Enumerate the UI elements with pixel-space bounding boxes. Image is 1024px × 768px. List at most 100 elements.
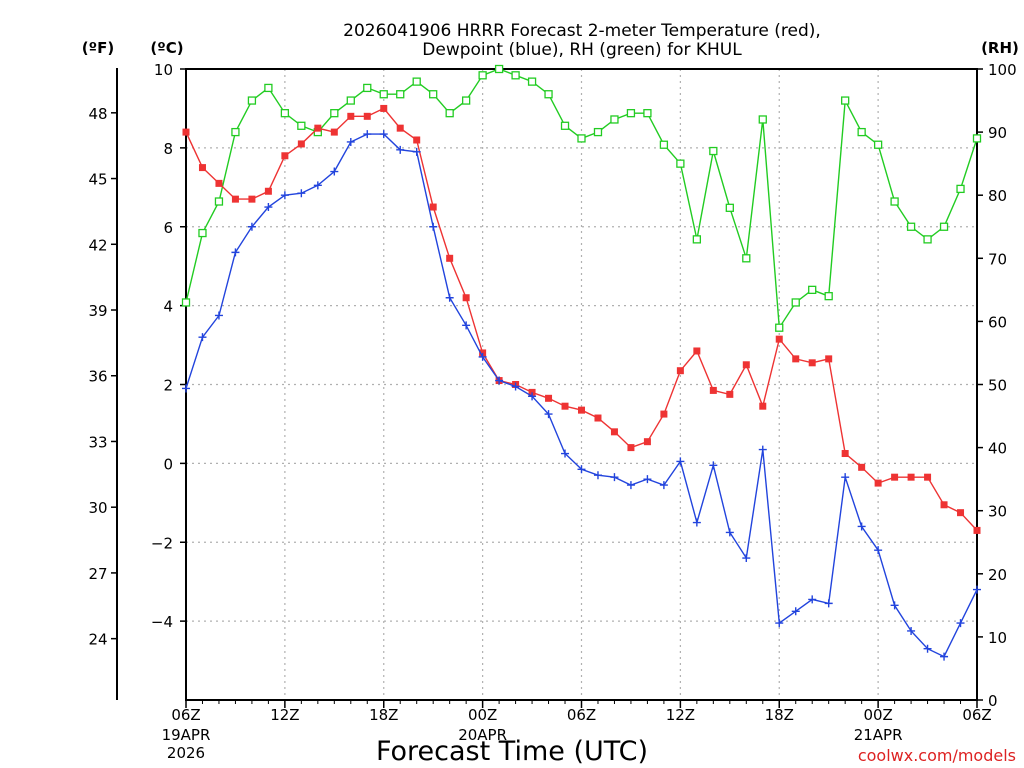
temperature-point [676,367,684,375]
dewpoint-point [379,130,388,139]
fahrenheit-tick-label: 30 [88,499,107,517]
rh-tick-label: 0 [988,692,998,710]
time-tick-label: 06Z [962,706,991,724]
temperature-point [446,254,454,262]
rh-point [511,71,520,80]
celsius-unit-label: (ºC) [150,39,183,57]
rh-point [527,77,537,86]
rh-point [461,96,471,105]
rh-unit-label: (RH) [981,39,1019,57]
rh-point [873,140,883,149]
dewpoint-point [973,585,981,594]
dewpoint-point [429,222,438,231]
temperature-point [759,402,767,410]
dewpoint-point [346,137,355,146]
dewpoint-point [956,619,965,628]
rh-line [185,68,978,330]
temperature-point [726,390,734,398]
dewpoint-point [561,449,570,458]
dewpoint-point [808,595,817,604]
rh-point [330,109,339,118]
rh-point [363,83,372,93]
temperature-point [594,414,602,422]
dewpoint-point [758,445,767,454]
temperature-point [413,136,421,144]
temperature-point [858,463,866,471]
fahrenheit-tick-label: 33 [88,433,107,451]
celsius-tick-label: 8 [163,140,173,158]
fahrenheit-tick-label: 45 [88,171,107,189]
rh-point [939,222,949,231]
temperature-point [215,179,223,187]
rh-point [478,71,487,80]
dewpoint-point [824,599,833,608]
dewpoint-point [742,554,751,563]
rh-tick-label: 70 [988,250,1007,268]
dewpoint-point [231,248,240,257]
rh-point [346,96,355,105]
rh-point [214,197,224,206]
time-tick-label: 18Z [765,706,794,724]
time-tick-label: 18Z [369,706,398,724]
temperature-point [182,128,190,136]
temperature-point [380,104,388,112]
rh-point [560,121,570,130]
rh-point [890,197,899,206]
dewpoint-point [775,619,784,628]
rh-point [396,90,405,99]
temperature-point [627,444,635,452]
rh-point [429,90,438,99]
dewpoint-point [907,626,916,635]
temperature-point [561,402,569,410]
dewpoint-line [185,133,978,658]
temperature-point [792,355,800,363]
temperature-point [363,112,371,120]
rh-axis: 0 10 20 30 40 50 60 70 80 90 100 [977,61,1017,710]
temperature-point [841,450,849,458]
rh-tick-label: 50 [988,377,1007,395]
dewpoint-point [610,473,619,482]
rh-point [692,235,702,244]
rh-point [906,222,916,231]
fahrenheit-unit-label: (ºF) [82,39,114,57]
time-tick-label: 00Z [468,706,497,724]
temperature-point [330,128,338,136]
dewpoint-point [511,382,520,391]
time-tick-label: 06Z [171,706,200,724]
rh-tick-label: 40 [988,440,1007,458]
temperature-point [891,473,899,481]
celsius-tick-label: −4 [151,613,173,631]
rh-point [791,298,800,307]
rh-point [379,90,388,99]
rh-point [445,109,454,118]
temperature-point [907,473,915,481]
dewpoint-point [313,181,322,190]
temperature-point [198,164,206,172]
temperature-point [709,386,717,394]
dewpoint-point [577,465,586,474]
date-label: 2026 [167,744,205,762]
dewpoint-point [692,518,701,527]
rh-point [659,140,669,149]
temperature-point [231,195,239,203]
rh-point [297,121,306,130]
dewpoint-point [528,392,537,401]
dewpoint-point [890,601,899,610]
temperature-point [643,438,651,446]
rh-tick-label: 30 [988,503,1007,521]
celsius-axis: −4 −2 0 2 4 6 8 10 [151,61,186,631]
temperature-point [396,124,404,132]
dewpoint-point [626,481,635,490]
dewpoint-point [297,189,306,198]
temperature-series [182,104,981,534]
temperature-point [314,124,322,132]
dewpoint-point [940,652,949,661]
rh-series [181,64,982,332]
rh-tick-label: 20 [988,566,1007,584]
dewpoint-point [280,191,289,200]
temperature-point [248,195,256,203]
rh-point [280,109,290,118]
watermark: coolwx.com/models [858,746,1016,765]
